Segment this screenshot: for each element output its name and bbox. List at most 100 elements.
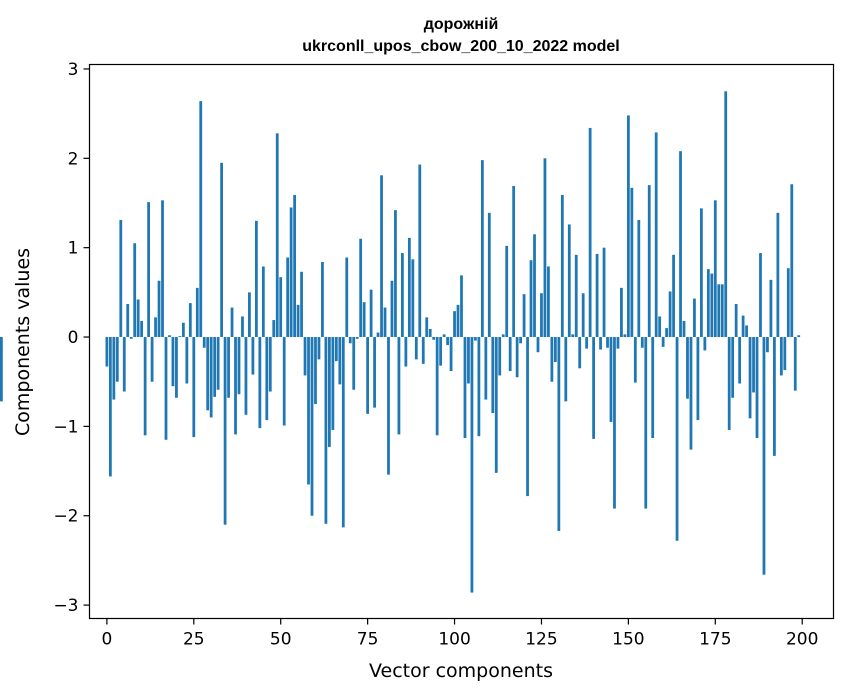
- bar-44: [258, 337, 262, 429]
- bar-123: [533, 234, 536, 338]
- bar-199: [797, 335, 801, 338]
- bar-47: [268, 337, 272, 392]
- bar-30: [209, 337, 213, 418]
- bar-171: [700, 208, 703, 338]
- bar-157: [651, 337, 655, 438]
- bar-193: [776, 212, 780, 338]
- bar-106: [474, 337, 477, 341]
- bar-36: [230, 307, 234, 338]
- bar-102: [460, 275, 463, 338]
- bar-138: [585, 337, 589, 349]
- bar-117: [512, 186, 516, 338]
- bar-90: [418, 164, 422, 338]
- bar-65: [331, 337, 335, 430]
- bar-64: [328, 337, 331, 447]
- bar-42: [251, 337, 255, 375]
- bar-169: [693, 298, 696, 338]
- bar-16: [161, 200, 164, 338]
- bar-89: [414, 337, 418, 360]
- bar-85: [401, 253, 404, 338]
- bar-54: [293, 194, 297, 338]
- bar-181: [734, 303, 738, 338]
- bar-149: [623, 334, 627, 338]
- bar-87: [407, 237, 411, 338]
- bar-93: [428, 328, 432, 338]
- bar-86: [404, 337, 408, 367]
- bar-145: [609, 337, 613, 422]
- bar-27: [199, 101, 203, 338]
- bar-13: [150, 337, 154, 382]
- bar-190: [766, 337, 769, 353]
- bar-192: [773, 337, 776, 456]
- bar-22: [181, 322, 185, 338]
- bar-134: [571, 334, 575, 338]
- bar-14: [154, 317, 157, 338]
- bar-21: [178, 336, 182, 338]
- bar-148: [620, 287, 623, 338]
- x-tick-label: 125: [525, 630, 557, 650]
- bar-20: [175, 337, 178, 398]
- bar-161: [665, 328, 669, 338]
- bar-141: [595, 253, 599, 338]
- bar-75: [366, 337, 370, 414]
- bar-126: [543, 158, 547, 338]
- bar-23: [185, 337, 189, 384]
- bar-110: [487, 212, 491, 338]
- x-axis-ticks: 0 25 50 75 100 125 150 175 200: [101, 618, 818, 650]
- bar-96: [439, 337, 443, 366]
- bar-52: [286, 257, 290, 338]
- bar-153: [637, 219, 641, 338]
- bar-166: [682, 320, 686, 338]
- bar-170: [696, 337, 700, 421]
- bar-80: [383, 307, 387, 338]
- bar-143: [602, 247, 606, 338]
- y-axis-label: Components values: [12, 248, 34, 436]
- bar-91: [421, 337, 425, 364]
- bar-35: [227, 337, 230, 398]
- bar-139: [588, 127, 592, 338]
- x-tick-label: 100: [438, 630, 470, 650]
- bar-25: [192, 337, 196, 438]
- bar-55: [296, 304, 300, 338]
- bar-189: [762, 337, 766, 575]
- x-tick-label: 150: [612, 630, 644, 650]
- bar-155: [644, 337, 648, 509]
- bar-53: [289, 207, 293, 338]
- bar-5: [122, 337, 126, 392]
- bar-60: [314, 337, 317, 405]
- bar-124: [536, 337, 540, 353]
- bar-81: [387, 337, 390, 475]
- bar-40: [244, 337, 248, 415]
- bar-147: [616, 337, 620, 349]
- bar-63: [324, 337, 328, 524]
- bar-19: [171, 337, 175, 387]
- bar-49: [275, 133, 279, 338]
- bar-61: [317, 337, 321, 360]
- bar-73: [359, 238, 363, 338]
- bar-146: [613, 337, 616, 509]
- bar-132: [564, 337, 568, 402]
- bar-185: [748, 337, 752, 419]
- bar-109: [484, 337, 488, 400]
- y-tick-label: −3: [53, 596, 78, 616]
- bar-12: [147, 202, 150, 338]
- bar-101: [456, 304, 460, 338]
- bar-31: [213, 337, 217, 397]
- bar-29: [206, 337, 210, 411]
- bar-167: [686, 337, 689, 399]
- bar-158: [654, 132, 658, 338]
- bar-105: [470, 337, 474, 593]
- bar-118: [515, 337, 519, 378]
- bar-131: [560, 194, 564, 338]
- y-tick-label: 1: [68, 239, 79, 259]
- x-axis-label: Vector components: [369, 660, 553, 682]
- bar-76: [369, 289, 373, 338]
- x-tick-label: 0: [101, 630, 112, 650]
- bar-83: [394, 210, 397, 338]
- bar-9: [136, 299, 140, 338]
- bar-125: [540, 293, 543, 338]
- bar-66: [334, 337, 338, 362]
- bar-62: [321, 261, 324, 338]
- bar-150: [626, 115, 630, 338]
